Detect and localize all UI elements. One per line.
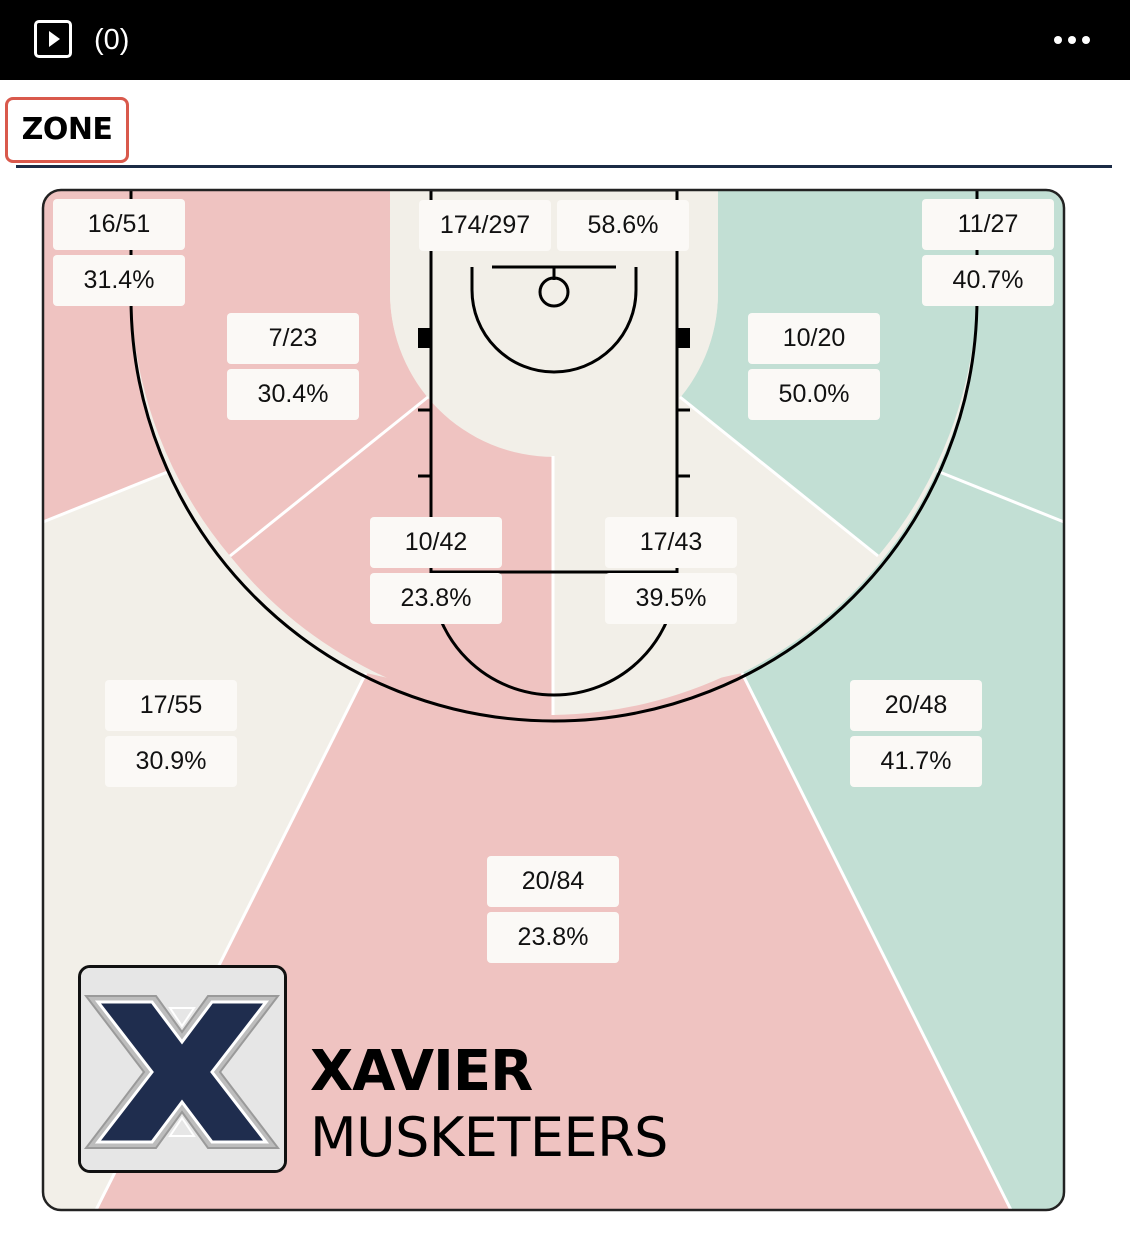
made-attempts: 20/84 (487, 856, 619, 907)
team-nickname: MUSKETEERS (310, 1106, 668, 1169)
percentage: 41.7% (850, 736, 982, 787)
lane-block-right (677, 328, 690, 348)
team-name: XAVIER (310, 1039, 533, 1104)
lane-block-left (418, 328, 431, 348)
stat-left-wing-3: 17/55 30.9% (105, 680, 237, 787)
stat-right-baseline-mid: 10/20 50.0% (748, 313, 880, 420)
percentage: 31.4% (53, 255, 185, 306)
percentage: 30.4% (227, 369, 359, 420)
stat-right-corner-3: 11/27 40.7% (922, 199, 1054, 306)
made-attempts: 10/20 (748, 313, 880, 364)
percentage: 23.8% (487, 912, 619, 963)
stat-right-wing-3: 20/48 41.7% (850, 680, 982, 787)
made-attempts: 11/27 (922, 199, 1054, 250)
restricted-percentage: 58.6% (557, 200, 689, 251)
stat-right-elbow-mid: 17/43 39.5% (605, 517, 737, 624)
play-icon (49, 31, 60, 47)
xavier-x-logo-icon (81, 968, 284, 1170)
top-bar: (0) (0, 0, 1130, 80)
play-button[interactable] (34, 20, 72, 58)
header-divider (16, 165, 1112, 168)
restricted-area-stat: 174/297 58.6% (419, 200, 689, 251)
percentage: 39.5% (605, 573, 737, 624)
court-lines (129, 190, 979, 723)
stat-left-elbow-mid: 10/42 23.8% (370, 517, 502, 624)
play-count: (0) (94, 24, 130, 56)
stat-top-key-3: 20/84 23.8% (487, 856, 619, 963)
court-border (41, 188, 1066, 1212)
percentage: 50.0% (748, 369, 880, 420)
stat-left-baseline-mid: 7/23 30.4% (227, 313, 359, 420)
percentage: 23.8% (370, 573, 502, 624)
team-logo (78, 965, 287, 1173)
more-options-button[interactable] (1048, 24, 1096, 56)
percentage: 40.7% (922, 255, 1054, 306)
made-attempts: 7/23 (227, 313, 359, 364)
stat-left-corner-3: 16/51 31.4% (53, 199, 185, 306)
percentage: 30.9% (105, 736, 237, 787)
made-attempts: 16/51 (53, 199, 185, 250)
restricted-made-attempts: 174/297 (419, 200, 551, 251)
zone-tab[interactable]: ZONE (5, 97, 129, 163)
zone-restricted-area (390, 190, 718, 457)
made-attempts: 10/42 (370, 517, 502, 568)
more-dots-icon (1054, 36, 1090, 44)
made-attempts: 17/55 (105, 680, 237, 731)
made-attempts: 17/43 (605, 517, 737, 568)
zone-right-wing-3 (742, 471, 1064, 1210)
made-attempts: 20/48 (850, 680, 982, 731)
